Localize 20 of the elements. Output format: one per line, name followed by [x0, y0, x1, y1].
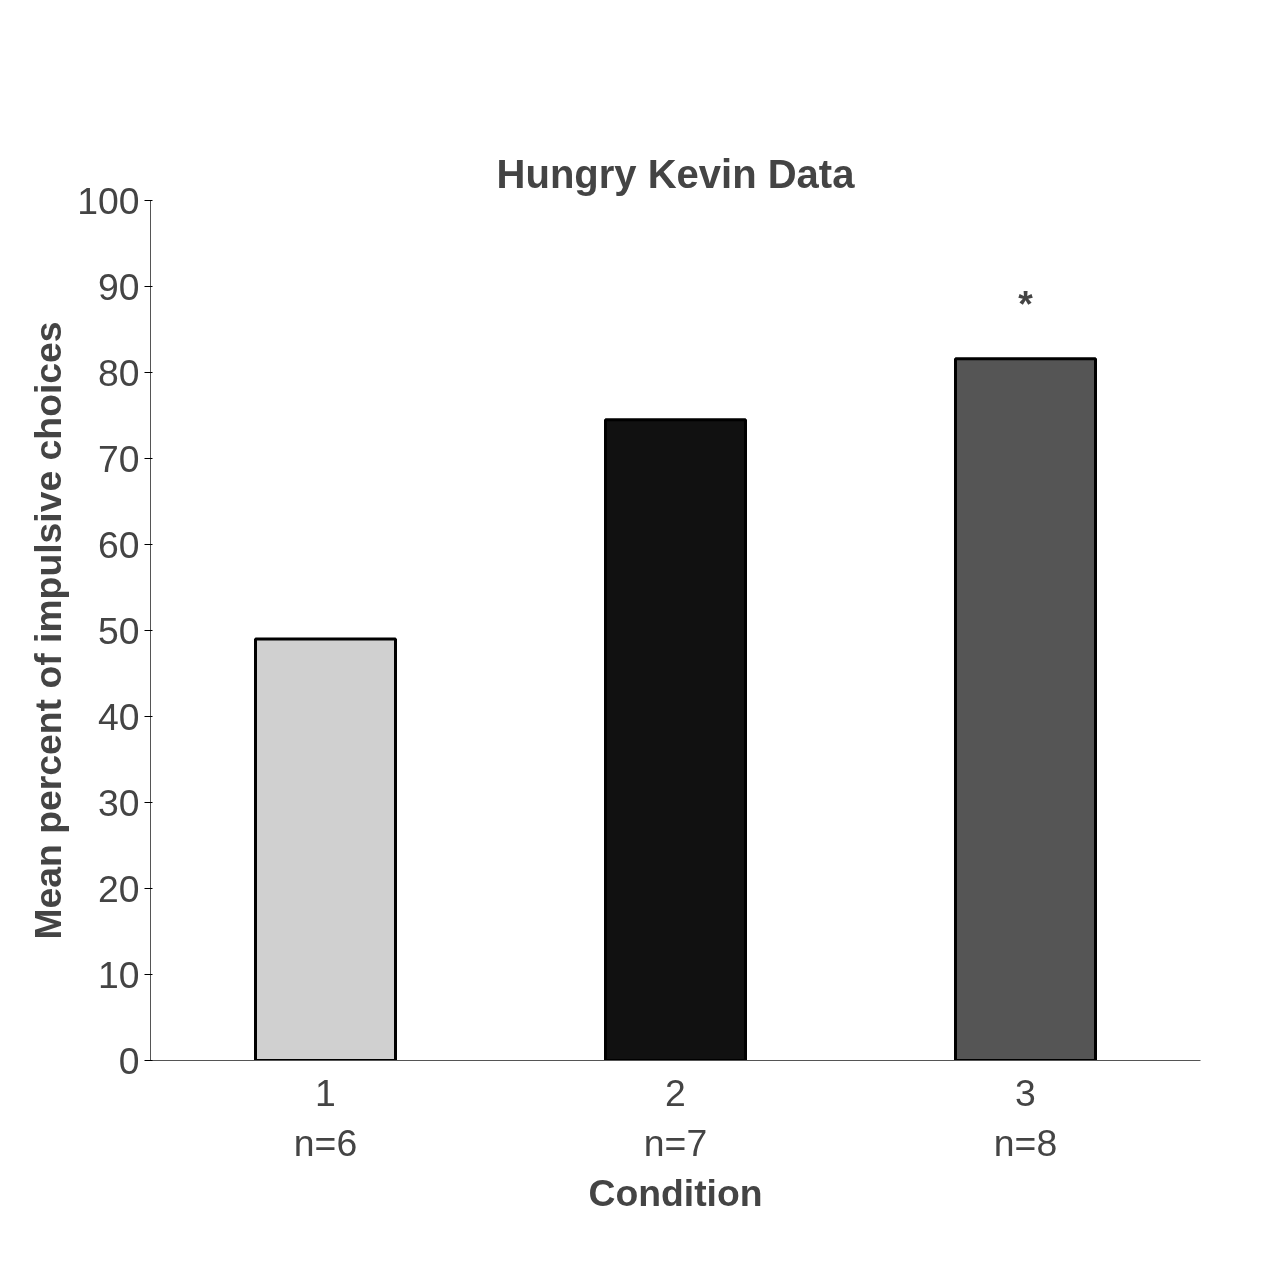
bar — [254, 637, 397, 1061]
y-tick-label: 70 — [97, 437, 140, 480]
y-tick-label: 20 — [97, 867, 140, 910]
x-tick-label: 3 n=8 — [993, 1071, 1058, 1164]
y-tick-label: 100 — [77, 179, 140, 222]
chart-title: Hungry Kevin Data — [496, 151, 856, 196]
y-tick-label: 80 — [97, 351, 140, 394]
y-tick-label: 50 — [97, 609, 140, 652]
bar — [604, 418, 747, 1061]
y-tick-label: 40 — [97, 695, 140, 738]
y-axis-title: Mean percent of impulsive choices — [27, 321, 70, 940]
x-tick-label: 2 n=7 — [643, 1071, 708, 1164]
y-tick-label: 90 — [97, 265, 140, 308]
y-tick-label: 0 — [118, 1039, 140, 1082]
y-tick-label: 30 — [97, 781, 140, 824]
y-tick-label: 10 — [97, 953, 140, 996]
annotation: * — [1018, 282, 1034, 325]
x-axis-title: Condition — [588, 1171, 763, 1214]
x-tick-label: 1 n=6 — [293, 1071, 358, 1164]
y-tick-label: 60 — [97, 523, 140, 566]
